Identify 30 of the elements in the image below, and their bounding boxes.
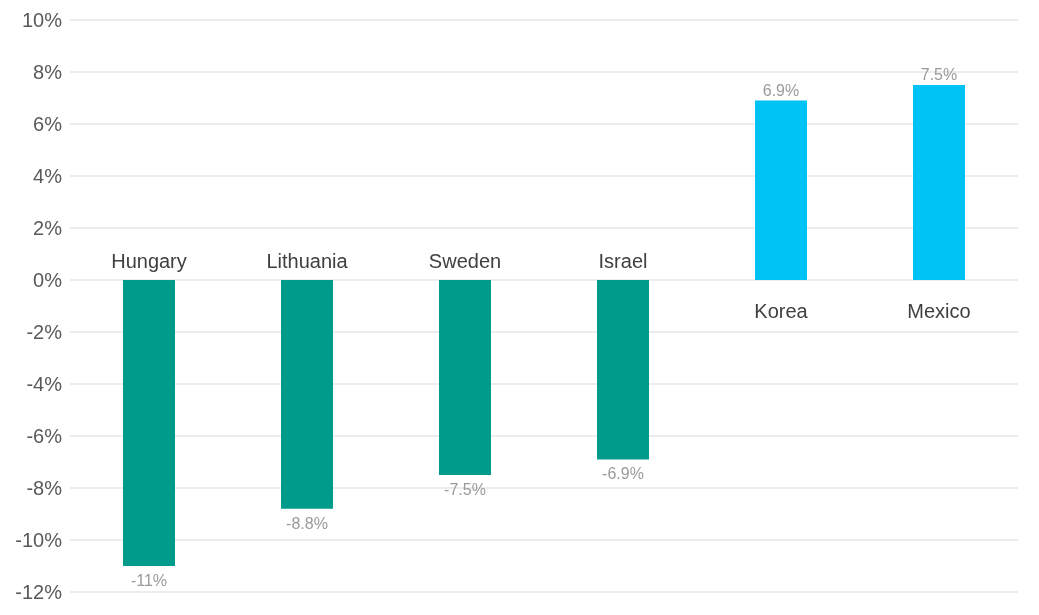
- data-label: -8.8%: [286, 514, 328, 532]
- y-tick-label: -10%: [15, 529, 63, 552]
- y-tick-label: 6%: [33, 113, 63, 136]
- data-label: 6.9%: [762, 81, 800, 99]
- x-tick-label: Sweden: [428, 250, 502, 272]
- bar: [439, 280, 491, 475]
- bar: [281, 280, 333, 509]
- y-tick-label: 10%: [21, 9, 63, 32]
- x-tick-label: Korea: [754, 300, 809, 322]
- y-tick-label: -12%: [15, 581, 63, 604]
- y-tick-label: 0%: [33, 269, 63, 292]
- bar: [913, 85, 965, 280]
- bar: [755, 100, 807, 280]
- bar: [123, 280, 175, 566]
- x-tick-label: Hungary: [111, 250, 187, 272]
- y-tick-label: -6%: [26, 425, 63, 448]
- data-label: -11%: [130, 572, 168, 589]
- y-tick-label: 4%: [33, 165, 63, 188]
- y-tick-label: 2%: [33, 217, 63, 240]
- bar: [597, 280, 649, 460]
- x-tick-label: Mexico: [907, 300, 971, 322]
- y-tick-label: -8%: [26, 477, 63, 500]
- data-label: -6.9%: [602, 465, 644, 483]
- y-tick-label: -4%: [26, 373, 63, 396]
- x-tick-label: Israel: [598, 250, 648, 272]
- data-label: -7.5%: [444, 481, 486, 498]
- x-tick-label: Lithuania: [266, 250, 349, 272]
- y-tick-label: 8%: [33, 61, 63, 84]
- y-tick-label: -2%: [26, 321, 63, 344]
- data-label: 7.5%: [920, 66, 958, 83]
